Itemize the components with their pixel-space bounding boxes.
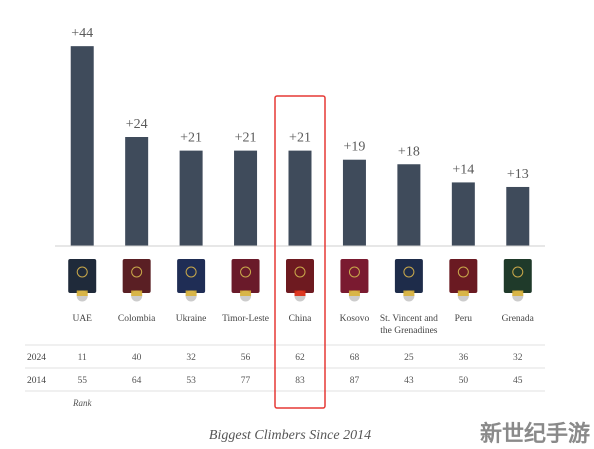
data-label-st-vincent-and-the-grenadines: +18 (398, 144, 420, 159)
rank-cell-2014-timor-leste: 77 (241, 376, 251, 386)
rank-cell-2014-st-vincent-and-the-grenadines: 43 (404, 376, 414, 386)
passport-ukraine-icon (177, 259, 206, 293)
passport-emblem-icon (185, 266, 197, 278)
data-label-peru: +14 (452, 162, 474, 177)
passport-emblem-icon (76, 266, 88, 278)
bar-timor-leste (234, 150, 258, 246)
rank-cell-2024-kosovo: 68 (350, 353, 360, 363)
rank-cell-2024-peru: 36 (459, 353, 469, 363)
bar-kosovo (342, 159, 366, 246)
ukraine-flag-icon (185, 290, 197, 302)
bars-group (70, 46, 530, 246)
row-label-2024: 2024 (27, 353, 46, 363)
country-label-kosovo: Kosovo (340, 314, 370, 324)
data-label-colombia: +24 (126, 117, 148, 132)
data-label-ukraine: +21 (180, 131, 202, 146)
passport-emblem-icon (348, 266, 360, 278)
bar-peru (451, 182, 475, 246)
bar-china (288, 150, 312, 246)
rank-cell-2014-kosovo: 87 (350, 376, 360, 386)
passport-timor-leste-icon (231, 259, 260, 293)
country-label-st-vincent-and-the-grenadines: the Grenadines (380, 326, 438, 336)
country-label-peru: Peru (455, 314, 473, 324)
row-label-2014: 2014 (27, 376, 46, 386)
bar-st-vincent-and-the-grenadines (397, 164, 421, 246)
china-highlight-box (274, 95, 326, 409)
rank-cell-2014-colombia: 64 (132, 376, 142, 386)
passport-grenada-icon (503, 259, 532, 293)
rank-cell-2014-china: 83 (295, 376, 305, 386)
country-label-ukraine: Ukraine (176, 314, 207, 324)
rank-cell-2014-grenada: 45 (513, 376, 523, 386)
passport-kosovo-icon (340, 259, 369, 293)
st-vincent-flag-icon (403, 290, 415, 302)
country-label-china: China (289, 314, 312, 324)
country-label-uae: UAE (72, 314, 92, 324)
country-label-st-vincent-and-the-grenadines: St. Vincent and (380, 314, 438, 324)
grenada-flag-icon (512, 290, 524, 302)
data-label-china: +21 (289, 131, 311, 146)
passport-emblem-icon (512, 266, 524, 278)
country-labels-group: UAE Colombia Ukraine Timor-Leste China Kosovo… (72, 314, 534, 336)
data-label-kosovo: +19 (343, 140, 365, 155)
rank-cell-2024-uae: 11 (78, 353, 87, 363)
passport-china-icon (286, 259, 314, 293)
bar-uae (70, 46, 94, 246)
country-label-colombia: Colombia (118, 314, 156, 324)
colombia-flag-icon (131, 290, 143, 302)
rank-cell-2024-colombia: 40 (132, 353, 142, 363)
bar-ukraine (179, 150, 203, 246)
rank-cell-2014-uae: 55 (77, 376, 87, 386)
rank-cell-2024-timor-leste: 56 (241, 353, 251, 363)
china-flag-icon (294, 290, 306, 302)
data-label-uae: +44 (71, 26, 93, 41)
chart-caption: Biggest Climbers Since 2014 (209, 428, 371, 443)
rank-cell-2024-ukraine: 32 (186, 353, 196, 363)
rank-cell-2024-st-vincent-and-the-grenadines: 25 (404, 353, 414, 363)
country-label-timor-leste: Timor-Leste (222, 314, 269, 324)
rank-cell-2024-china: 62 (295, 353, 305, 363)
bar-colombia (125, 137, 149, 246)
passport-st-vincent-and-the-grenadines-icon (394, 259, 423, 293)
rank-cell-2014-peru: 50 (459, 376, 469, 386)
passport-emblem-icon (294, 266, 306, 278)
rank-cell-2024-grenada: 32 (513, 353, 523, 363)
passport-peru-icon (449, 259, 478, 293)
passport-emblem-icon (240, 266, 252, 278)
passport-uae-icon (68, 259, 97, 293)
data-label-grenada: +13 (507, 167, 529, 182)
data-label-timor-leste: +21 (235, 131, 257, 146)
rank-table: 2024 11 40 32 56 62 68 25 36 32 2014 55 64 53 77 83 87 43… (25, 344, 545, 408)
rank-footer-label: Rank (72, 398, 92, 408)
timor-leste-flag-icon (240, 290, 252, 302)
value-labels-group: +44 +24 +21 +21 +21 +19 +18 +14 +13 (71, 26, 528, 182)
country-label-grenada: Grenada (502, 314, 535, 324)
uae-flag-icon (76, 290, 88, 302)
passports-group (68, 259, 532, 302)
passport-emblem-icon (131, 266, 143, 278)
passport-emblem-icon (457, 266, 469, 278)
passport-emblem-icon (403, 266, 415, 278)
watermark: 新世纪手游 (480, 421, 590, 447)
rank-cell-2014-ukraine: 53 (186, 376, 196, 386)
passport-colombia-icon (122, 259, 151, 293)
kosovo-flag-icon (348, 290, 360, 302)
bar-grenada (506, 186, 530, 246)
peru-flag-icon (457, 290, 469, 302)
